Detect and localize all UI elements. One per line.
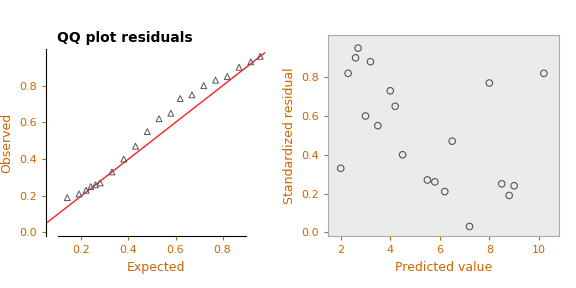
Point: [510, 183, 519, 188]
Point: [211, 78, 220, 82]
Point: [386, 88, 395, 93]
Point: [336, 166, 346, 170]
Point: [497, 181, 506, 186]
Point: [176, 96, 185, 101]
Point: [430, 180, 439, 184]
Point: [63, 195, 72, 200]
Point: [107, 170, 116, 174]
Point: [351, 56, 360, 60]
Point: [86, 184, 96, 189]
Point: [154, 116, 164, 121]
Point: [256, 54, 265, 58]
Point: [465, 224, 474, 229]
Point: [166, 111, 176, 115]
X-axis label: Expected: Expected: [126, 261, 185, 274]
Point: [119, 157, 128, 161]
Point: [391, 104, 400, 109]
Point: [366, 59, 375, 64]
Point: [96, 181, 105, 185]
Text: QQ plot residuals: QQ plot residuals: [57, 31, 192, 45]
Point: [223, 74, 232, 79]
Point: [187, 92, 196, 97]
Y-axis label: Standardized residual: Standardized residual: [283, 67, 296, 204]
Point: [91, 183, 100, 187]
Point: [234, 65, 244, 70]
Point: [440, 189, 449, 194]
Point: [539, 71, 548, 76]
Point: [505, 193, 514, 198]
Point: [343, 71, 353, 76]
Point: [39, 225, 48, 229]
Point: [74, 192, 84, 196]
X-axis label: Predicted value: Predicted value: [395, 261, 492, 274]
Point: [373, 123, 382, 128]
Point: [354, 46, 363, 50]
Point: [143, 129, 152, 134]
Point: [485, 81, 494, 85]
Point: [448, 139, 457, 143]
Point: [246, 60, 255, 64]
Point: [199, 83, 209, 88]
Point: [398, 152, 407, 157]
Y-axis label: Observed: Observed: [1, 112, 14, 173]
Point: [361, 114, 370, 118]
Point: [423, 178, 432, 182]
Point: [131, 144, 140, 149]
Point: [81, 188, 90, 193]
